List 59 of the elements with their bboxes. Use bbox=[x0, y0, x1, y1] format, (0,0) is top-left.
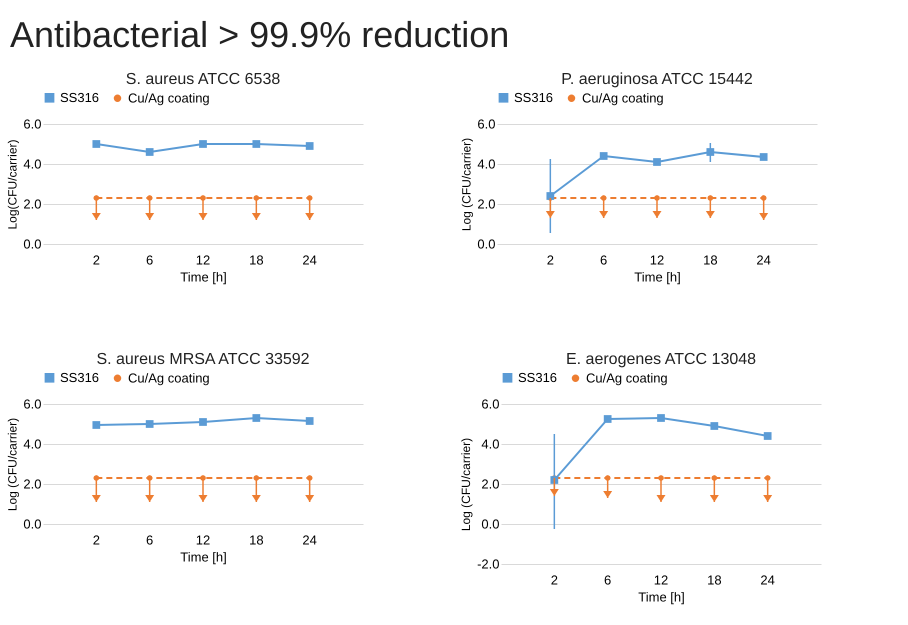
x-tick-label: 12 bbox=[196, 252, 210, 268]
y-axis-title: Log (CFU/carrier) bbox=[459, 438, 474, 532]
y-tick-label: 6.0 bbox=[481, 396, 500, 412]
x-tick-label: 18 bbox=[249, 532, 264, 548]
y-tick-label: 0.0 bbox=[477, 236, 496, 252]
x-tick-label: 6 bbox=[146, 532, 154, 548]
y-tick-label: 6.0 bbox=[23, 396, 42, 412]
x-tick-label: 18 bbox=[703, 252, 718, 268]
legend-label: SS316 bbox=[518, 370, 558, 385]
x-tick-label: 6 bbox=[146, 252, 154, 268]
chart-title: P. aeruginosa ATCC 15442 bbox=[561, 71, 753, 88]
y-tick-label: 4.0 bbox=[23, 156, 42, 172]
legend-label: Cu/Ag coating bbox=[128, 370, 210, 386]
point bbox=[764, 432, 772, 440]
x-tick-label: 12 bbox=[654, 572, 668, 588]
x-axis-title: Time [h] bbox=[638, 590, 685, 604]
y-tick-label: 0.0 bbox=[23, 236, 42, 252]
x-tick-label: 12 bbox=[650, 252, 664, 268]
chart-title: S. aureus ATCC 6538 bbox=[126, 71, 280, 88]
legend-label: SS316 bbox=[60, 370, 100, 385]
y-tick-label: 4.0 bbox=[481, 436, 500, 452]
y-tick-label: 0.0 bbox=[481, 516, 500, 532]
x-axis-title: Time [h] bbox=[180, 270, 227, 284]
y-tick-label: 2.0 bbox=[23, 196, 42, 212]
y-tick-label: 4.0 bbox=[477, 156, 496, 172]
x-tick-label: 24 bbox=[302, 532, 317, 548]
legend-label: Cu/Ag coating bbox=[128, 90, 210, 106]
x-tick-label: 2 bbox=[92, 252, 100, 268]
y-tick-label: 6.0 bbox=[23, 116, 42, 132]
y-tick-label: 2.0 bbox=[477, 196, 496, 212]
x-tick-label: 2 bbox=[550, 572, 558, 588]
y-tick-label: 6.0 bbox=[477, 116, 496, 132]
x-axis-title: Time [h] bbox=[634, 270, 681, 284]
legend-label: SS316 bbox=[514, 90, 554, 105]
y-tick-label: 4.0 bbox=[23, 436, 42, 452]
y-axis-title: Log (CFU/carrier) bbox=[459, 138, 474, 232]
x-tick-label: 2 bbox=[546, 252, 554, 268]
y-tick-label: 0.0 bbox=[23, 516, 42, 532]
x-tick-label: 12 bbox=[196, 532, 210, 548]
x-tick-label: 2 bbox=[92, 532, 100, 548]
legend-label: Cu/Ag coating bbox=[586, 370, 668, 386]
y-tick-label: -2.0 bbox=[477, 556, 500, 572]
x-tick-label: 24 bbox=[756, 252, 771, 268]
chart-title: E. aerogenes ATCC 13048 bbox=[566, 351, 756, 368]
x-tick-label: 24 bbox=[760, 572, 775, 588]
x-tick-label: 18 bbox=[707, 572, 722, 588]
x-tick-label: 18 bbox=[249, 252, 264, 268]
x-tick-label: 24 bbox=[302, 252, 317, 268]
y-axis-title: Log(CFU/carrier) bbox=[5, 139, 20, 230]
y-axis-title: Log (CFU/carrier) bbox=[5, 418, 20, 512]
y-tick-label: 2.0 bbox=[481, 476, 500, 492]
y-tick-label: 2.0 bbox=[23, 476, 42, 492]
x-tick-label: 6 bbox=[600, 252, 608, 268]
legend-label: Cu/Ag coating bbox=[582, 90, 664, 106]
x-tick-label: 6 bbox=[604, 572, 612, 588]
x-axis-title: Time [h] bbox=[180, 550, 227, 564]
chart-title: S. aureus MRSA ATCC 33592 bbox=[96, 351, 310, 368]
text: Antibacterial > 99.9% reduction bbox=[9, 13, 510, 57]
legend-label: SS316 bbox=[60, 90, 100, 105]
